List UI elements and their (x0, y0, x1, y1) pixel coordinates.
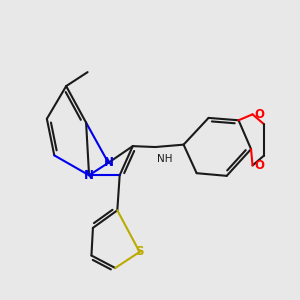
Text: N: N (103, 156, 113, 169)
Text: NH: NH (157, 154, 172, 164)
Text: O: O (254, 108, 264, 121)
Text: O: O (254, 159, 264, 172)
Text: N: N (84, 169, 94, 182)
Text: S: S (135, 245, 144, 258)
